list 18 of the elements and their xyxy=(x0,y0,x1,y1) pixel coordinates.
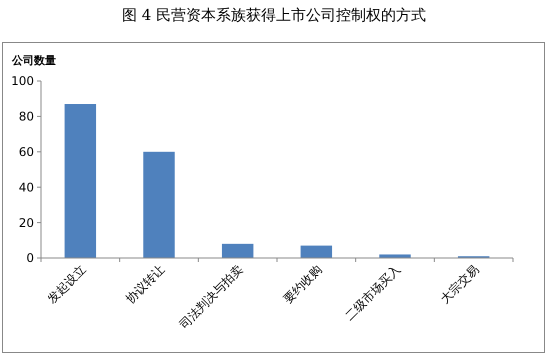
bar xyxy=(222,244,254,258)
x-tick-label: 发起设立 xyxy=(44,262,88,306)
x-tick-label: 大宗交易 xyxy=(438,262,482,306)
x-tick-label: 要约收购 xyxy=(280,262,324,306)
y-tick-label: 40 xyxy=(18,180,34,194)
y-tick-label: 80 xyxy=(18,110,34,124)
y-tick-label: 0 xyxy=(26,251,34,266)
bar xyxy=(143,152,175,258)
y-tick-label: 60 xyxy=(18,145,34,159)
x-tick-label: 司法判决与拍卖 xyxy=(176,262,246,332)
y-tick-label: 20 xyxy=(18,216,34,230)
bar xyxy=(300,246,332,258)
y-axis-title: 公司数量 xyxy=(11,54,56,67)
x-tick-label: 二级市场买入 xyxy=(342,262,404,324)
y-tick-label: 100 xyxy=(11,74,34,88)
chart-title: 图 4 民营资本系族获得上市公司控制权的方式 xyxy=(122,6,426,24)
bar xyxy=(64,104,96,258)
x-tick-label: 协议转让 xyxy=(123,262,168,306)
